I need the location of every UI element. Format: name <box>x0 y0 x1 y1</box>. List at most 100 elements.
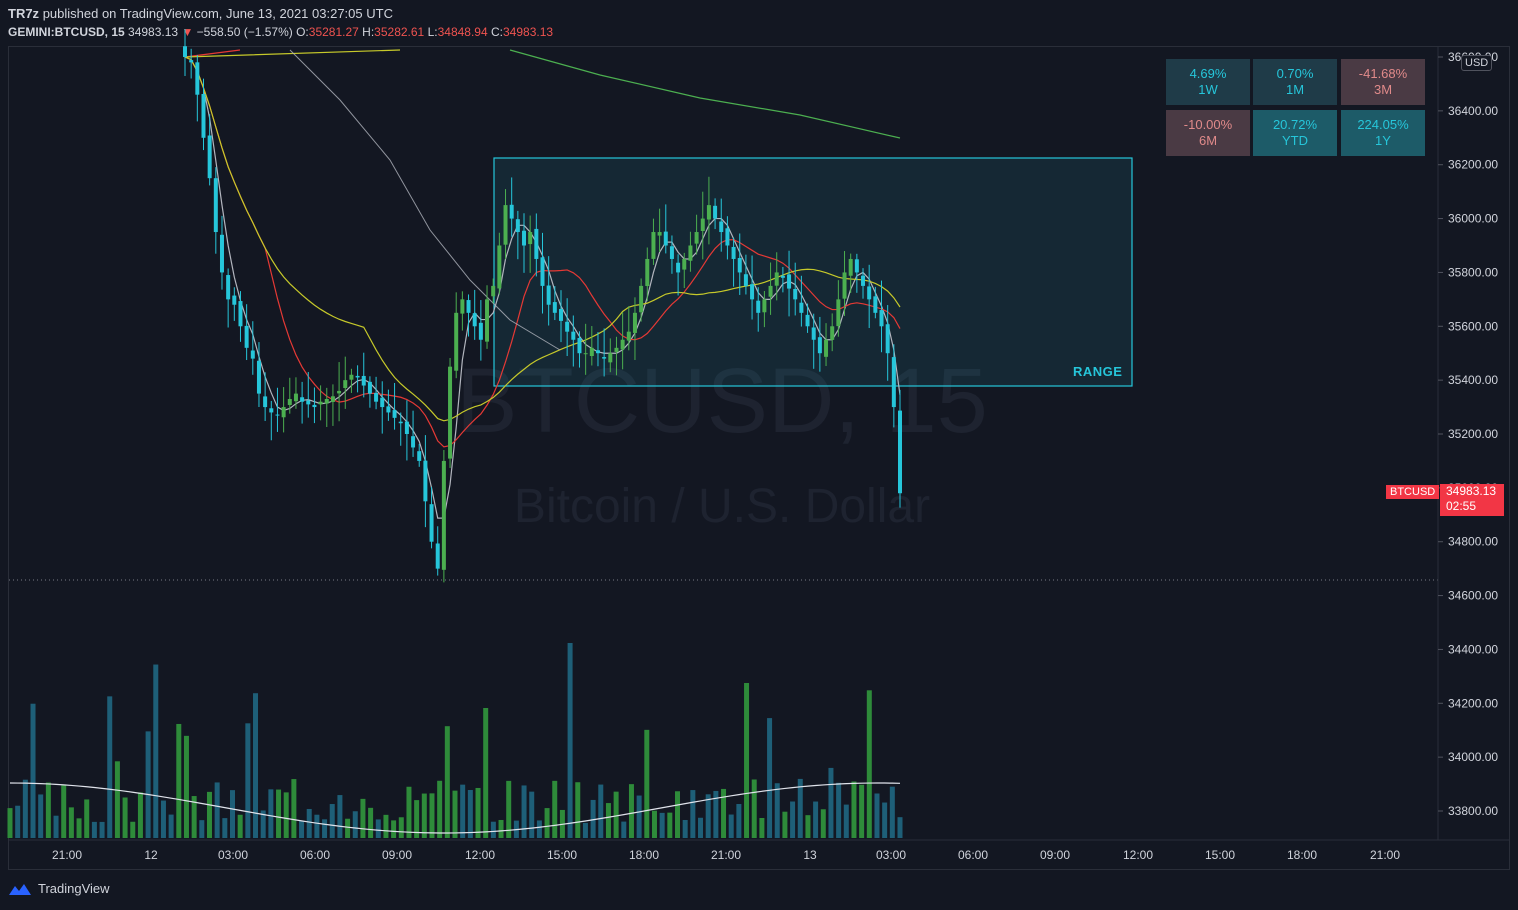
volume-bar <box>790 801 796 838</box>
candle-body <box>657 232 662 236</box>
author-name[interactable]: TR7z <box>8 6 40 21</box>
candle-body <box>873 296 878 313</box>
volume-bar <box>245 723 251 838</box>
volume-bar <box>53 815 59 838</box>
volume-bar <box>99 821 105 838</box>
low-label: L: <box>427 25 438 39</box>
volume-bar <box>383 814 389 838</box>
candle-body <box>263 396 268 408</box>
last-price-tag: 34983.13 02:55 <box>1440 484 1504 516</box>
volume-bar <box>15 805 21 838</box>
volume-bar <box>529 791 535 838</box>
candle-body <box>374 392 379 402</box>
candle-body <box>355 375 360 378</box>
candle-body <box>669 246 674 259</box>
candle-body <box>226 275 231 300</box>
last-price-symbol-tag: BTCUSD <box>1386 485 1440 499</box>
candle-body <box>411 436 416 448</box>
candle-body <box>429 504 434 542</box>
candle-body <box>571 331 576 340</box>
candle-body <box>256 360 261 394</box>
volume-bar <box>276 789 282 838</box>
volume-bar <box>237 814 243 838</box>
volume-bar <box>437 780 443 838</box>
candle-body <box>620 339 625 350</box>
time-tick-label: 21:00 <box>711 848 741 862</box>
volume-bar <box>659 812 665 838</box>
candle-body <box>417 451 422 461</box>
volume-bar <box>114 761 120 838</box>
change-value: −558.50 (−1.57%) <box>196 25 293 39</box>
candle-body <box>756 300 761 313</box>
volume-bar <box>214 782 220 838</box>
performance-period: 6M <box>1198 133 1218 148</box>
volume-bar <box>820 809 826 838</box>
time-tick-label: 15:00 <box>547 848 577 862</box>
candle-body <box>540 257 545 286</box>
volume-bar <box>521 785 527 838</box>
volume-bar <box>744 683 750 838</box>
volume-bar <box>621 821 627 838</box>
candle-body <box>528 232 533 245</box>
volume-bar <box>552 780 558 838</box>
volume-bar <box>130 821 136 838</box>
price-tick-label: 35400.00 <box>1448 373 1498 387</box>
currency-badge[interactable]: USD <box>1461 55 1493 71</box>
volume-bar <box>283 792 289 838</box>
watermark-name: Bitcoin / U.S. Dollar <box>514 480 930 533</box>
candle-body <box>787 274 792 289</box>
candle-body <box>719 221 724 233</box>
volume-bar <box>805 815 811 838</box>
candle-body <box>460 299 465 314</box>
volume-bar <box>506 780 512 838</box>
last-value: 34983.13 <box>128 25 179 39</box>
time-tick-label: 12:00 <box>1123 848 1153 862</box>
volume-bar <box>897 817 903 838</box>
candle-body <box>731 246 736 259</box>
candle-body <box>589 347 594 357</box>
candle-body <box>830 326 835 340</box>
candle-body <box>491 285 496 297</box>
candle-body <box>349 374 354 380</box>
candle-body <box>287 398 292 405</box>
low-value: 34848.94 <box>437 25 488 39</box>
candle-body <box>213 178 218 233</box>
time-tick-label: 18:00 <box>629 848 659 862</box>
last-price-value: 34983.13 <box>1446 484 1497 498</box>
footer-brand[interactable]: TradingView <box>8 881 110 896</box>
range-box[interactable] <box>493 157 1133 387</box>
candle-body <box>380 397 385 408</box>
volume-bar <box>168 814 174 838</box>
volume-bar <box>230 790 235 838</box>
volume-bar <box>797 778 803 838</box>
candle-body <box>497 245 502 289</box>
candle-body <box>300 397 305 402</box>
volume-bar <box>483 708 489 838</box>
down-triangle-icon: ▼ <box>181 25 194 39</box>
candle-body <box>238 301 243 327</box>
candle-body <box>281 407 286 418</box>
volume-bar <box>713 790 719 838</box>
candle-body <box>867 286 872 300</box>
high-label: H: <box>362 25 375 39</box>
volume-bar <box>406 786 412 838</box>
candle-body <box>602 357 607 359</box>
candle-body <box>189 60 194 63</box>
time-tick-label: 12:00 <box>465 848 495 862</box>
time-tick-label: 21:00 <box>1370 848 1400 862</box>
candle-body <box>774 272 779 286</box>
candle-body <box>312 404 317 408</box>
volume-bar <box>391 820 397 838</box>
volume-bar <box>759 818 765 838</box>
candle-body <box>250 350 255 359</box>
candle-body <box>706 205 711 220</box>
volume-bar <box>414 800 420 838</box>
publish-info: TR7z published on TradingView.com, June … <box>8 6 393 21</box>
candle-body <box>663 231 668 246</box>
price-tick-label: 34800.00 <box>1448 535 1498 549</box>
performance-period: YTD <box>1282 133 1308 148</box>
time-tick-label: 13 <box>803 848 817 862</box>
symbol-label[interactable]: GEMINI:BTCUSD, 15 <box>8 25 125 39</box>
tradingview-logo-icon <box>9 883 31 895</box>
